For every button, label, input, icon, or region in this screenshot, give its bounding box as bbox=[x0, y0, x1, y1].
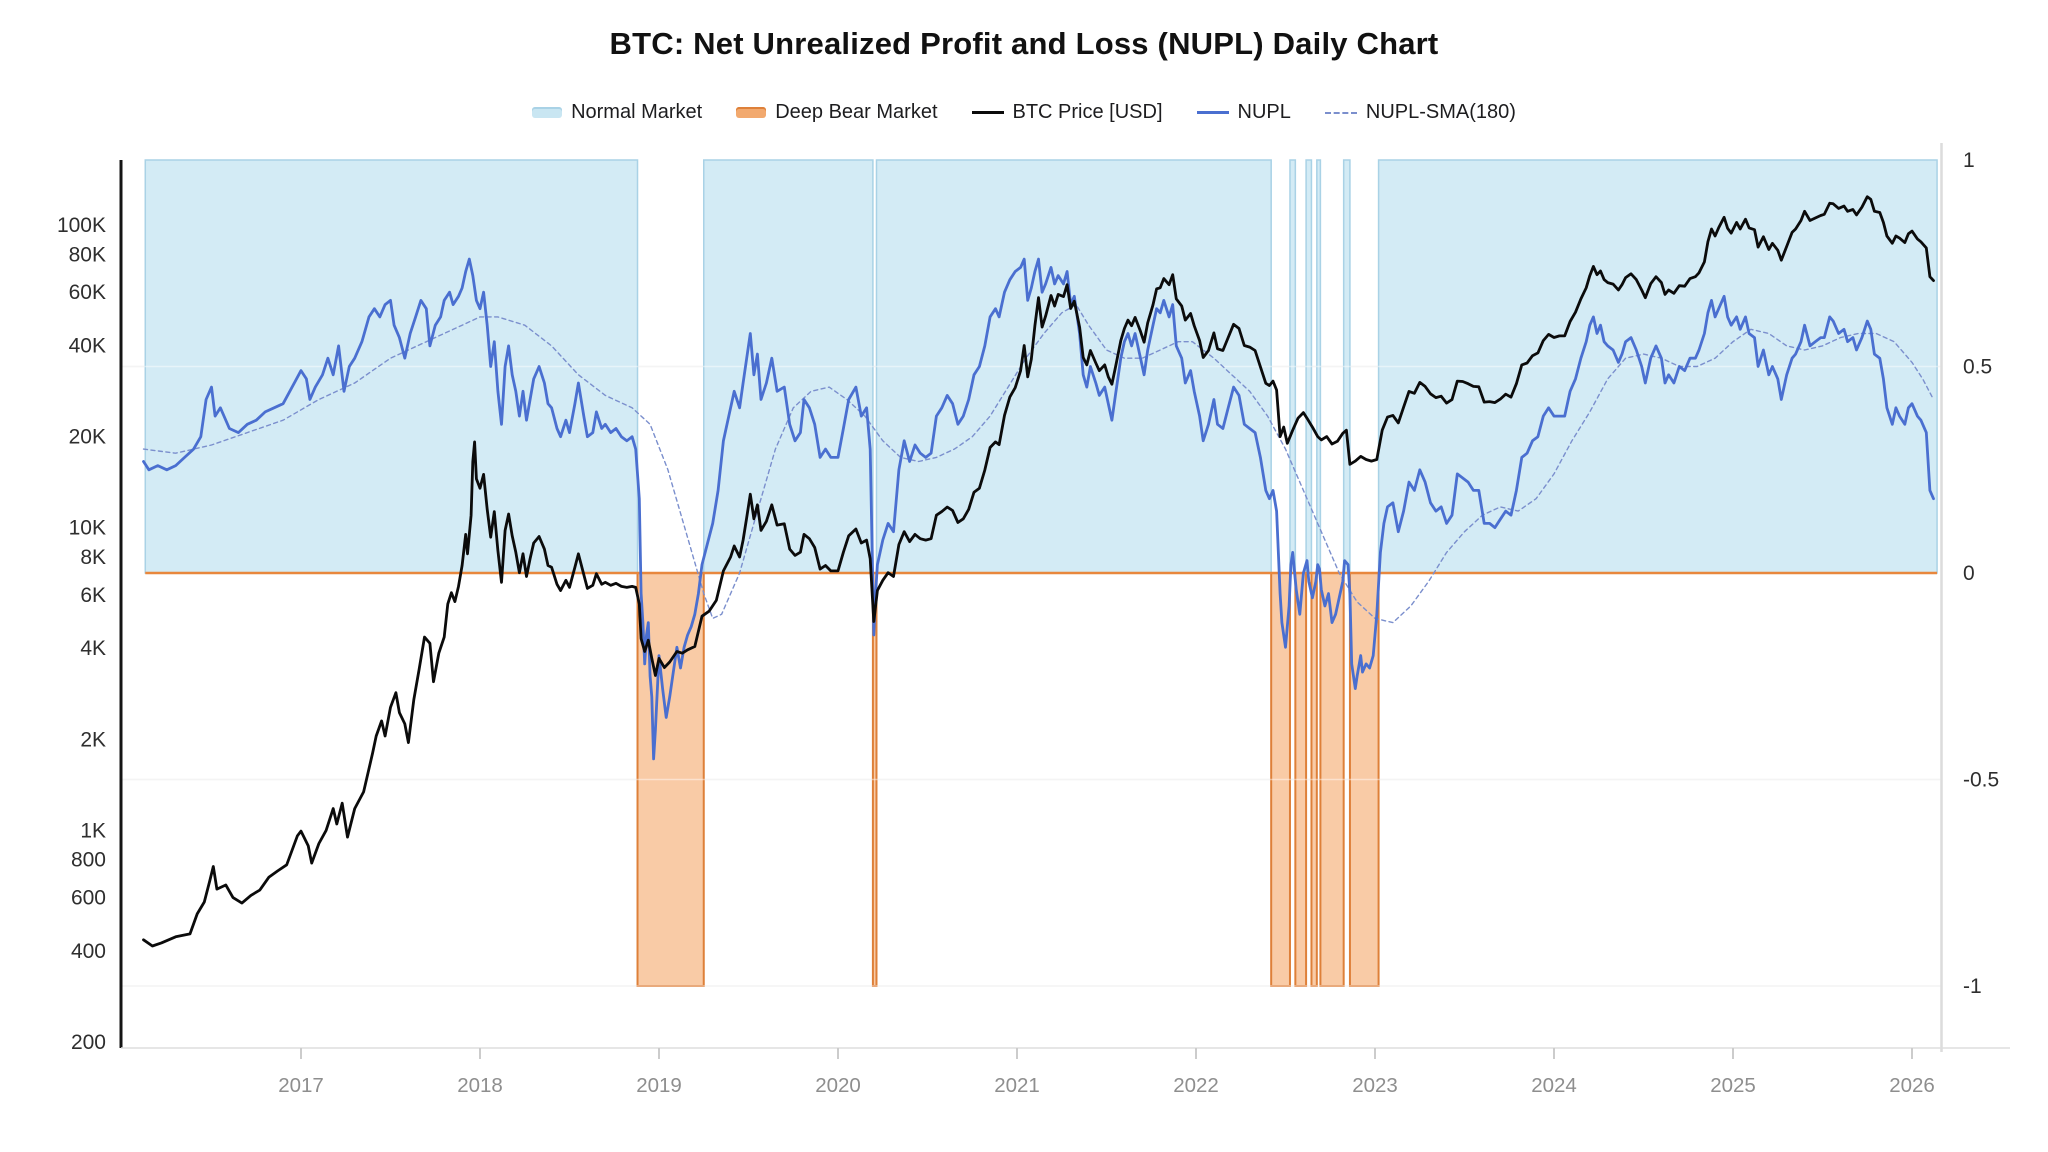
deep-bear-market-swatch-icon bbox=[736, 107, 767, 118]
price-tick-label: 2K bbox=[80, 728, 106, 751]
legend-label: Deep Bear Market bbox=[775, 101, 938, 123]
normal-market-band bbox=[1377, 159, 1938, 574]
legend-label: NUPL bbox=[1237, 101, 1291, 123]
x-tick-label: 2026 bbox=[1889, 1074, 1935, 1097]
legend-label: NUPL-SMA(180) bbox=[1365, 101, 1516, 123]
legend-item-nupl[interactable]: NUPL bbox=[1196, 101, 1291, 124]
legend-label: BTC Price [USD] bbox=[1012, 101, 1163, 123]
price-tick-label: 60K bbox=[69, 281, 106, 304]
x-tick-label: 2019 bbox=[636, 1074, 682, 1097]
legend-item-btc-price[interactable]: BTC Price [USD] bbox=[971, 101, 1163, 124]
nupl-sma-180-series bbox=[142, 303, 1935, 624]
nupl-tick-label: 0 bbox=[1963, 562, 1975, 585]
nupl-sma-dashed-line-icon bbox=[1324, 111, 1357, 114]
legend-item-normal-market[interactable]: Normal Market bbox=[532, 101, 702, 124]
x-tick-label: 2022 bbox=[1173, 1074, 1219, 1097]
price-tick-label: 4K bbox=[80, 637, 106, 660]
x-tick-label: 2017 bbox=[278, 1074, 324, 1097]
normal-market-band bbox=[875, 159, 1272, 574]
normal-market-band bbox=[144, 159, 639, 574]
price-tick-label: 400 bbox=[71, 940, 106, 963]
price-tick-label: 100K bbox=[57, 214, 106, 237]
left-axis-labels: 100K 80K 60K 40K 20K 10K 8K 6K 4K 2K 1K 800 600 400 20… bbox=[57, 214, 106, 1054]
x-tick-label: 2023 bbox=[1352, 1074, 1398, 1097]
legend-item-deep-bear-market[interactable]: Deep Bear Market bbox=[736, 101, 938, 124]
chart-legend: Normal Market Deep Bear Market BTC Price… bbox=[0, 101, 2048, 124]
nupl-series bbox=[142, 257, 1935, 761]
x-axis-ticks: 2017 2018 2019 2020 2021 2022 2023 2024 2025 2026 bbox=[278, 1048, 1935, 1097]
price-tick-label: 6K bbox=[80, 584, 106, 607]
x-tick-label: 2020 bbox=[815, 1074, 861, 1097]
price-tick-label: 8K bbox=[80, 546, 106, 569]
btc-price-line-icon bbox=[971, 111, 1004, 114]
price-tick-label: 1K bbox=[80, 819, 106, 842]
market-regime-bands bbox=[144, 159, 1938, 987]
price-tick-label: 20K bbox=[69, 426, 106, 449]
right-axis-labels: 1 0.5 0 -0.5 -1 bbox=[1963, 149, 1999, 998]
legend-item-nupl-sma[interactable]: NUPL-SMA(180) bbox=[1324, 101, 1516, 124]
price-tick-label: 200 bbox=[71, 1031, 106, 1054]
x-tick-label: 2021 bbox=[994, 1074, 1040, 1097]
price-tick-label: 10K bbox=[69, 517, 106, 540]
price-tick-label: 80K bbox=[69, 243, 106, 266]
btc-price-series bbox=[142, 195, 1935, 948]
nupl-tick-label: 1 bbox=[1963, 149, 1975, 172]
x-tick-label: 2024 bbox=[1531, 1074, 1577, 1097]
x-tick-label: 2025 bbox=[1710, 1074, 1756, 1097]
axes bbox=[119, 143, 2010, 1052]
chart-title: BTC: Net Unrealized Profit and Loss (NUP… bbox=[609, 26, 1439, 61]
nupl-tick-label: -1 bbox=[1963, 975, 1982, 998]
legend-label: Normal Market bbox=[571, 101, 703, 123]
price-tick-label: 800 bbox=[71, 849, 106, 872]
price-tick-label: 600 bbox=[71, 887, 106, 910]
nupl-tick-label: -0.5 bbox=[1963, 769, 1999, 792]
x-tick-label: 2018 bbox=[457, 1074, 503, 1097]
price-tick-label: 40K bbox=[69, 334, 106, 357]
nupl-tick-label: 0.5 bbox=[1963, 356, 1992, 379]
nupl-line-icon bbox=[1196, 111, 1229, 114]
normal-market-swatch-icon bbox=[532, 107, 563, 118]
